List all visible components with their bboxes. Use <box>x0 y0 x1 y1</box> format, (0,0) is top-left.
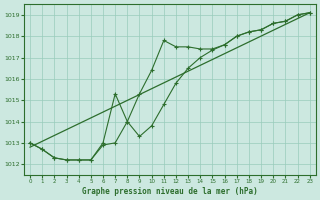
X-axis label: Graphe pression niveau de la mer (hPa): Graphe pression niveau de la mer (hPa) <box>82 187 258 196</box>
